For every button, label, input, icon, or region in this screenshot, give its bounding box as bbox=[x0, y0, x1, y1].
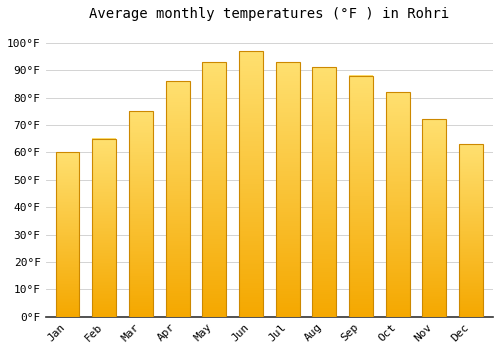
Bar bbox=[422, 119, 446, 317]
Bar bbox=[56, 152, 80, 317]
Bar bbox=[239, 51, 263, 317]
Bar bbox=[312, 68, 336, 317]
Bar bbox=[202, 62, 226, 317]
Bar bbox=[276, 62, 299, 317]
Bar bbox=[92, 139, 116, 317]
Bar bbox=[166, 81, 190, 317]
Title: Average monthly temperatures (°F ) in Rohri: Average monthly temperatures (°F ) in Ro… bbox=[89, 7, 450, 21]
Bar bbox=[129, 111, 153, 317]
Bar bbox=[459, 144, 483, 317]
Bar bbox=[386, 92, 409, 317]
Bar bbox=[349, 76, 373, 317]
